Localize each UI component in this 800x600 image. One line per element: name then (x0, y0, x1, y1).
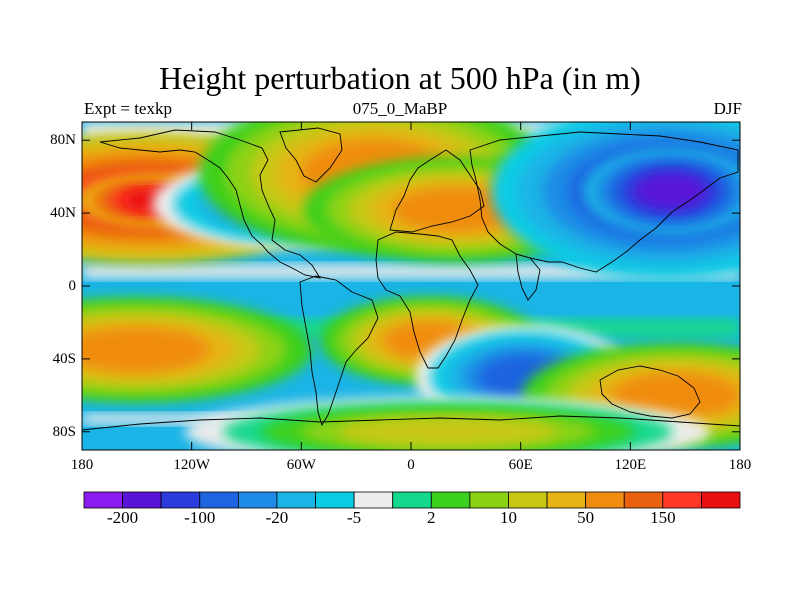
y-tick-label: 0 (68, 278, 77, 294)
coastline-asia (469, 131, 739, 273)
coastline-africa (375, 231, 479, 369)
colorbar-swatch-3 (199, 491, 239, 509)
coastlines (82, 127, 740, 431)
south-pacific-high-band-0 (82, 327, 210, 372)
colorbar-label: -100 (184, 508, 216, 527)
colorbar-swatch-13 (585, 491, 625, 509)
subtitle-period: 075_0_MaBP (352, 99, 448, 118)
coastline-india (515, 253, 541, 301)
colorbar-label: 2 (427, 508, 436, 527)
colorbar-label: -200 (106, 508, 139, 527)
x-tick-label: 60W (286, 457, 316, 473)
neutral-band-1 (82, 264, 740, 279)
colorbar-swatch-8 (392, 491, 432, 509)
coastline-north-america (99, 129, 321, 279)
coastline-australia (599, 365, 701, 419)
coastline-south-america (299, 275, 379, 427)
contour-bands (82, 122, 740, 450)
coastline-greenland (279, 127, 343, 183)
chart-title: Height perturbation at 500 hPa (in m) (159, 60, 641, 96)
x-tick-label: 180 (728, 457, 752, 473)
colorbar-label: 50 (577, 508, 595, 527)
colorbar-swatch-7 (353, 491, 394, 509)
colorbar-swatch-14 (623, 491, 664, 509)
colorbar-swatch-12 (546, 491, 587, 509)
plot-area (82, 122, 740, 450)
colorbar-label: -20 (265, 508, 289, 527)
colorbar-swatch-16 (701, 491, 741, 509)
colorbar-swatch-9 (430, 491, 471, 509)
coastline-europe (389, 149, 485, 233)
colorbar-swatch-11 (508, 491, 548, 509)
colorbar-swatch-4 (237, 491, 278, 509)
subtitle-season: DJF (713, 99, 742, 118)
axis-ticks (81, 122, 741, 450)
colorbar-label: 10 (499, 508, 517, 527)
colorbar-swatch-15 (662, 491, 702, 509)
antarctic-high-band-0 (337, 417, 558, 447)
x-tick-label: 120E (614, 457, 647, 473)
subtitle-experiment: Expt = texkp (84, 99, 172, 118)
colorbar (83, 491, 741, 509)
y-tick-label: 80N (50, 132, 76, 149)
colorbar-label: -5 (347, 508, 362, 527)
colorbar-swatch-10 (469, 491, 509, 509)
colorbar-label: 150 (650, 508, 676, 527)
coastline-antarctica (82, 415, 740, 431)
y-tick-label: 40S (52, 350, 76, 367)
colorbar-swatch-1 (122, 491, 162, 509)
colorbar-swatch-2 (160, 491, 201, 509)
colorbar-swatch-6 (315, 491, 355, 509)
x-tick-label: 180 (70, 457, 94, 473)
x-tick-label: 60E (508, 457, 533, 473)
colorbar-swatch-0 (83, 491, 123, 509)
x-tick-label: 120W (173, 457, 210, 473)
colorbar-swatch-5 (276, 491, 316, 509)
x-tick-label: 0 (407, 457, 415, 473)
europe-high-band-0 (392, 187, 521, 232)
australia-high-band-0 (612, 373, 740, 418)
east-asia-low-inner-band-0 (633, 173, 708, 210)
y-tick-label: 40N (50, 205, 76, 222)
y-tick-label: 80S (52, 423, 76, 440)
